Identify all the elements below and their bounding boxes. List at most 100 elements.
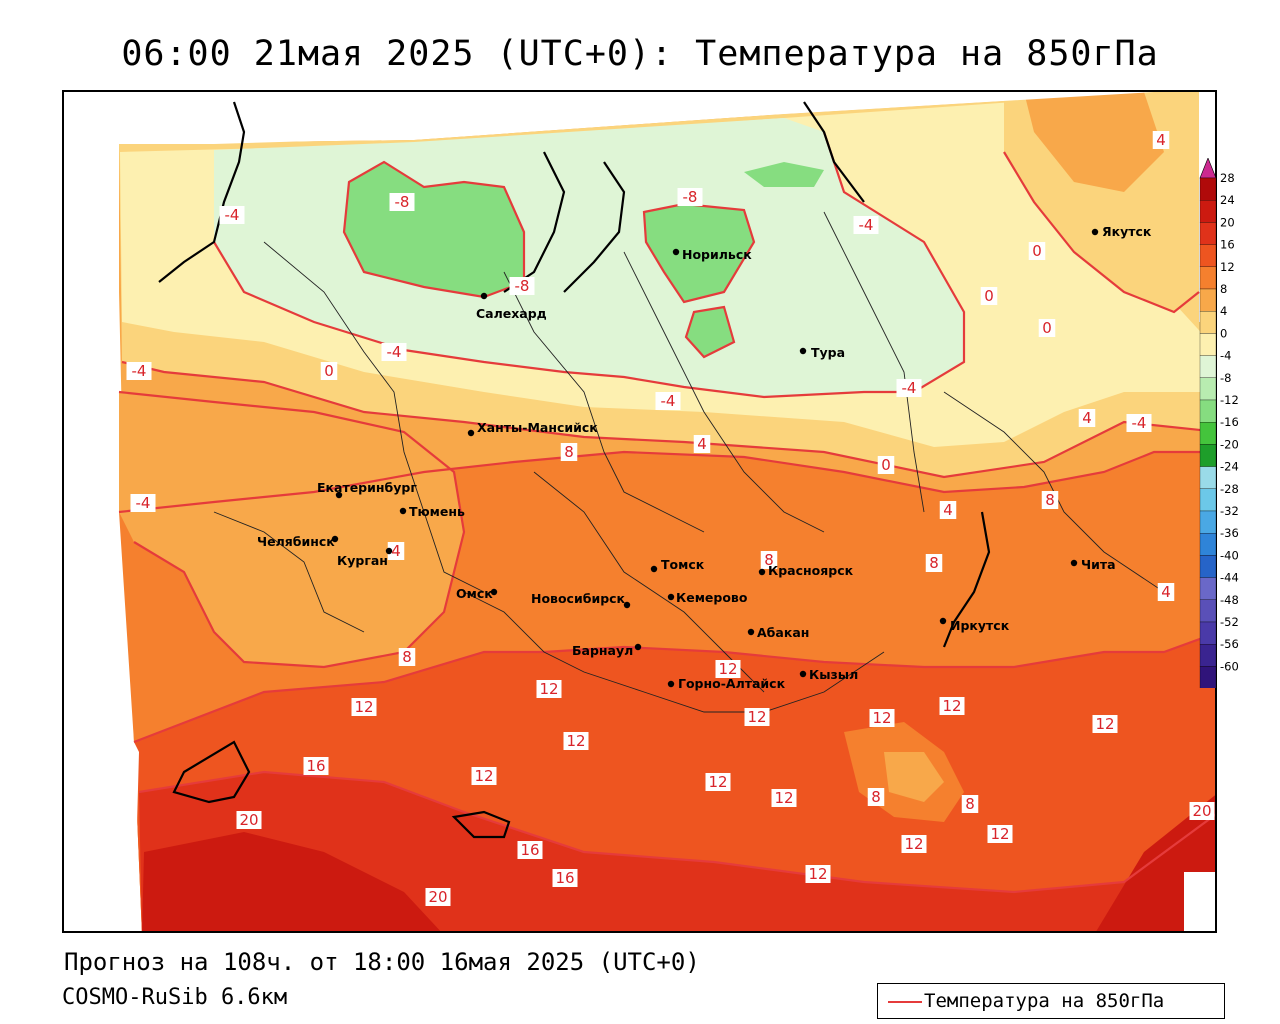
- contour-label-bg: [896, 379, 922, 397]
- colorbar-swatch: [1199, 666, 1217, 688]
- contour-label: 12: [990, 825, 1009, 843]
- contour-label-bg: [219, 206, 245, 224]
- colorbar-swatch: [1199, 599, 1217, 623]
- contour-label: -4: [1132, 414, 1147, 432]
- contour-label-bg: [398, 648, 416, 666]
- map-title: 06:00 21мая 2025 (UTC+0): Температура на…: [121, 34, 1159, 74]
- contour-label: 8: [1045, 491, 1055, 509]
- colorbar-swatch: [1199, 266, 1217, 290]
- legend: Температура на 850гПа: [877, 983, 1225, 1019]
- contour-label: 12: [354, 698, 373, 716]
- colorbar-swatch: [1199, 488, 1217, 512]
- contour-label-bg: [509, 277, 535, 295]
- colorbar-swatch: [1199, 466, 1217, 489]
- city-marker: [1070, 559, 1078, 567]
- contour-label-bg: [517, 841, 543, 859]
- contour-label-bg: [320, 362, 338, 380]
- isotherms: [118, 131, 1215, 894]
- city-marker: [480, 292, 488, 300]
- city-label: Иркутск: [950, 618, 1010, 633]
- contour-label-bg: [705, 773, 731, 791]
- contour-label: -4: [902, 379, 917, 397]
- contour-label-bg: [1038, 319, 1056, 337]
- contour-label: 4: [697, 435, 707, 453]
- colorbar-tick-label: -44: [1220, 571, 1239, 585]
- contour-label: 16: [306, 757, 325, 775]
- city-marker: [799, 670, 807, 678]
- contour-label-bg: [980, 287, 998, 305]
- legend-label: Температура на 850гПа: [924, 990, 1165, 1012]
- city-label: Тура: [811, 345, 845, 360]
- city-marker: [385, 547, 393, 555]
- temperature-field: [64, 92, 1215, 931]
- colorbar-swatch: [1199, 288, 1217, 312]
- city-label: Екатеринбург: [317, 480, 417, 495]
- model-info: COSMO-RuSib 6.6км: [62, 985, 288, 1010]
- city-label: Омск: [456, 586, 493, 601]
- city-marker: [1091, 228, 1099, 236]
- contour-label: 20: [428, 888, 447, 906]
- colorbar-tick-label: -28: [1220, 482, 1239, 496]
- city-label: Чита: [1081, 557, 1116, 572]
- contour-label: 8: [871, 788, 881, 806]
- contour-label: -4: [859, 216, 874, 234]
- contour-label-bg: [987, 825, 1013, 843]
- colorbar-swatch: [1199, 444, 1217, 467]
- contour-label-bg: [853, 216, 879, 234]
- contour-label: -4: [387, 343, 402, 361]
- contour-label-bg: [381, 343, 407, 361]
- contour-label-bg: [939, 501, 957, 519]
- colorbar-tick-label: -12: [1220, 393, 1239, 407]
- contour-label-bg: [126, 362, 152, 380]
- colorbar-swatch: [1199, 244, 1217, 267]
- contour-label-bg: [1189, 802, 1215, 820]
- city-label: Красноярск: [768, 563, 854, 578]
- contour-label-bg: [1041, 491, 1059, 509]
- contour-label: -4: [136, 494, 151, 512]
- contour-label: 8: [402, 648, 412, 666]
- contour-label: 8: [965, 795, 975, 813]
- contour-label: 12: [474, 767, 493, 785]
- contour-label-bg: [677, 188, 703, 206]
- colorbar-swatch: [1199, 333, 1217, 356]
- contour-label-bg: [1152, 131, 1170, 149]
- city-label: Кемерово: [676, 590, 748, 605]
- contour-label-bg: [867, 788, 885, 806]
- contour-label: -8: [395, 193, 410, 211]
- city-label: Норильск: [682, 247, 752, 262]
- colorbar-swatch: [1199, 644, 1217, 667]
- contour-label: 0: [984, 287, 994, 305]
- city-marker: [672, 248, 680, 256]
- city-marker: [634, 643, 642, 651]
- city-label: Ханты-Мансийск: [477, 420, 598, 435]
- contour-label-bg: [869, 709, 895, 727]
- contour-label: 4: [943, 501, 953, 519]
- contour-label-bg: [560, 443, 578, 461]
- contour-label: 12: [566, 732, 585, 750]
- contour-label-bg: [1092, 715, 1118, 733]
- contour-label-bg: [536, 680, 562, 698]
- contour-label: 0: [881, 456, 891, 474]
- colorbar: 28 24 20 16 12 8 4 0 -4 -8 -12 -16 -20 -24 -28 -32 -36 -4…: [1199, 158, 1239, 688]
- colorbar-tick-label: 12: [1220, 260, 1235, 274]
- colorbar-tick-label: -24: [1220, 460, 1239, 474]
- colorbar-tick-label: -16: [1220, 415, 1239, 429]
- colorbar-tick-label: 24: [1220, 193, 1235, 207]
- contour-label: 12: [942, 697, 961, 715]
- contour-label: -8: [515, 277, 530, 295]
- contour-label: 4: [1161, 583, 1171, 601]
- contour-label: 12: [1095, 715, 1114, 733]
- contour-labels: -8 -4 -8 -8 -4 -4 -4 0 -4 -4 0 0 -4 0 -4 4 4 8 4 0 4 8 8 8 4 8 12 1…: [126, 131, 1215, 906]
- admin-borders: [213, 211, 1165, 713]
- contour-label-bg: [1028, 242, 1046, 260]
- city-marker: [331, 535, 339, 543]
- contour-label: 12: [708, 773, 727, 791]
- city-label: Барнаул: [572, 643, 633, 658]
- city-label: Тюмень: [409, 504, 465, 519]
- contour-label: 12: [774, 789, 793, 807]
- contour-label: 12: [808, 865, 827, 883]
- colorbar-tick-label: 20: [1220, 215, 1235, 229]
- contour-label: 8: [764, 551, 774, 569]
- contour-label-bg: [351, 698, 377, 716]
- contour-label-bg: [303, 757, 329, 775]
